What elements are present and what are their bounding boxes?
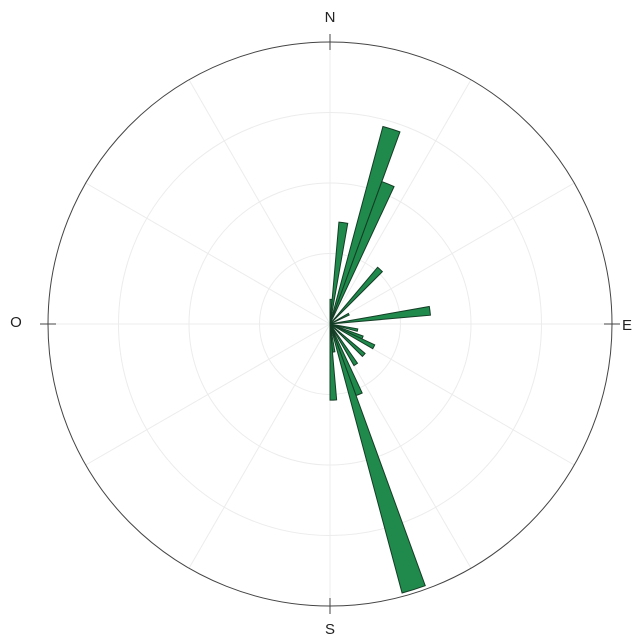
grid-ring	[118, 112, 542, 536]
petal	[329, 180, 395, 325]
petal	[329, 323, 376, 350]
petal	[329, 323, 366, 358]
petal	[329, 221, 349, 325]
east-label: E	[622, 317, 632, 334]
petal	[329, 312, 350, 325]
petal	[329, 323, 359, 367]
west-label: O	[10, 314, 22, 331]
grid-ring	[188, 182, 472, 466]
south-label: S	[325, 621, 335, 638]
petal	[329, 323, 359, 332]
petal	[329, 266, 384, 325]
petal	[329, 305, 431, 325]
north-label: N	[325, 9, 336, 26]
petal	[329, 323, 426, 594]
petal	[329, 323, 338, 401]
